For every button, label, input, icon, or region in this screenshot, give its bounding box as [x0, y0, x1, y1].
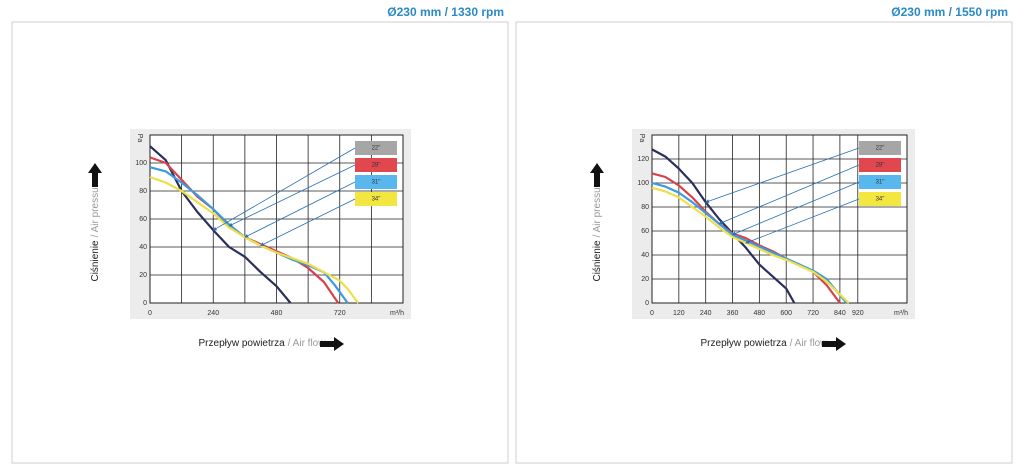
x-tick-label: 360: [727, 310, 739, 317]
y-unit: Pa: [136, 134, 143, 143]
legend-label: 31": [372, 180, 381, 186]
x-label-pl: Przepływ powietrza: [701, 338, 788, 349]
x-tick-label: 240: [207, 310, 219, 317]
x-unit: m³/h: [390, 310, 404, 317]
x-tick-label: 0: [650, 310, 654, 317]
curve: [149, 145, 292, 304]
legend-label: 22": [372, 146, 381, 152]
y-tick-label: 60: [641, 228, 649, 235]
y-unit: Pa: [638, 134, 645, 143]
x-label-en: / Air flow: [790, 338, 829, 349]
x-tick-label: 920: [852, 310, 864, 317]
x-tick-label: 480: [271, 310, 283, 317]
y-tick-label: 120: [637, 156, 649, 163]
annotation-arrow: [260, 198, 356, 246]
y-axis-arrow: [590, 163, 604, 187]
annotation-arrow: [705, 147, 860, 203]
annotation-arrow: [244, 181, 356, 238]
legend-label: 34": [876, 197, 885, 203]
legend-swatch: [355, 158, 397, 172]
y-tick-label: 20: [641, 276, 649, 283]
legend-label: 28": [876, 163, 885, 169]
x-axis-arrow: [822, 337, 846, 351]
annotation-arrow: [212, 147, 356, 231]
y-label-en: / Air pressure: [90, 178, 101, 237]
legend-label: 31": [876, 180, 885, 186]
y-tick-label: 60: [139, 216, 147, 223]
y-label-en: / Air pressure: [592, 178, 603, 237]
x-tick-label: 840: [834, 310, 846, 317]
y-tick-label: 100: [637, 180, 649, 187]
y-tick-label: 20: [139, 272, 147, 279]
x-tick-label: 720: [334, 310, 346, 317]
annotation-arrow: [718, 164, 860, 225]
legend-label: 22": [876, 146, 885, 152]
x-tick-label: 720: [807, 310, 819, 317]
y-tick-label: 80: [139, 188, 147, 195]
y-tick-label: 40: [641, 252, 649, 259]
legend-swatch: [355, 175, 397, 189]
x-axis-label: Przepływ powietrza / Air flow: [199, 338, 327, 349]
y-tick-label: 40: [139, 244, 147, 251]
y-label-pl: Ciśnienie: [90, 240, 101, 282]
legend-swatch: [355, 141, 397, 155]
chart-title: Ø230 mm / 1330 rpm: [387, 5, 504, 19]
y-axis-label: Ciśnienie / Air pressure: [592, 178, 603, 281]
y-axis-arrow: [88, 163, 102, 187]
y-label-pl: Ciśnienie: [592, 240, 603, 282]
legend-swatch: [859, 192, 901, 206]
x-unit: m³/h: [894, 310, 908, 317]
x-tick-label: 480: [754, 310, 766, 317]
x-tick-label: 240: [700, 310, 712, 317]
x-axis-label: Przepływ powietrza / Air flow: [701, 338, 829, 349]
annotation-arrow: [731, 181, 860, 236]
legend-swatch: [859, 141, 901, 155]
y-tick-label: 0: [645, 300, 649, 307]
x-tick-label: 600: [780, 310, 792, 317]
curve: [651, 148, 796, 304]
legend-label: 34": [372, 197, 381, 203]
legend-swatch: [355, 192, 397, 206]
x-label-en: / Air flow: [288, 338, 327, 349]
x-tick-label: 120: [673, 310, 685, 317]
legend-swatch: [859, 158, 901, 172]
legend-label: 28": [372, 163, 381, 169]
y-tick-label: 0: [143, 300, 147, 307]
x-label-pl: Przepływ powietrza: [199, 338, 286, 349]
y-axis-label: Ciśnienie / Air pressure: [90, 178, 101, 281]
y-tick-label: 80: [641, 204, 649, 211]
y-tick-label: 100: [135, 160, 147, 167]
annotation-arrow: [745, 198, 860, 244]
x-tick-label: 0: [148, 310, 152, 317]
chart-title: Ø230 mm / 1550 rpm: [891, 5, 1008, 19]
annotation-arrow: [228, 164, 356, 227]
legend-swatch: [859, 175, 901, 189]
x-axis-arrow: [320, 337, 344, 351]
